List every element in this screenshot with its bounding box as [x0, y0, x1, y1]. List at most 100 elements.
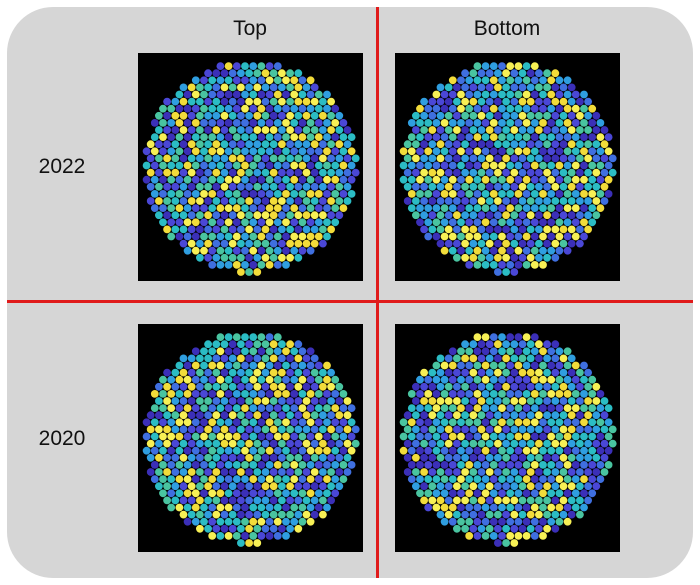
- hex-dot: [535, 368, 543, 377]
- hex-dot: [485, 225, 494, 234]
- hex-dot: [440, 390, 449, 398]
- hex-dot: [526, 439, 535, 448]
- hex-dot: [265, 475, 274, 483]
- hex-dot: [273, 347, 282, 356]
- hex-dot: [473, 104, 482, 113]
- hex-dot: [216, 190, 225, 198]
- hex-dot: [200, 232, 208, 241]
- hex-dot: [604, 190, 613, 198]
- hex-dot: [273, 147, 282, 156]
- hex-dot: [339, 461, 348, 469]
- hex-dot: [465, 175, 474, 184]
- hex-dot: [310, 126, 319, 134]
- hex-dot: [465, 76, 474, 85]
- hex-dot: [232, 175, 241, 184]
- hex-dot: [461, 524, 469, 533]
- hex-dot: [224, 119, 233, 127]
- hex-dot: [407, 204, 416, 213]
- hex-dot: [604, 461, 613, 469]
- hex-dot: [518, 368, 527, 377]
- hex-dot: [261, 425, 270, 434]
- hex-dot: [469, 510, 478, 519]
- hex-dot: [335, 197, 344, 205]
- hex-dot: [399, 418, 408, 427]
- hex-dot: [555, 161, 564, 170]
- hex-dot: [286, 340, 294, 349]
- hex-dot: [576, 211, 584, 220]
- hex-dot: [191, 119, 200, 127]
- hex-dot: [232, 432, 241, 441]
- hex-dot: [518, 397, 527, 405]
- hex-dot: [543, 97, 551, 106]
- hex-dot: [506, 517, 515, 526]
- hex-dot: [547, 218, 556, 227]
- hex-dot: [551, 510, 560, 519]
- hex-dot: [323, 161, 331, 170]
- hex-dot: [179, 225, 188, 234]
- hex-dot: [600, 439, 609, 448]
- hex-dot: [428, 225, 437, 234]
- hex-dot: [485, 211, 494, 220]
- hex-dot: [432, 446, 441, 455]
- hex-dot: [310, 83, 319, 92]
- hex-dot: [469, 69, 478, 78]
- hex-dot: [167, 218, 176, 227]
- hex-dot: [510, 468, 519, 476]
- hex-dot: [319, 453, 327, 462]
- hex-dot: [485, 411, 494, 420]
- hex-dot: [163, 225, 171, 234]
- hex-dot: [465, 218, 474, 227]
- hex-dot: [146, 168, 155, 177]
- hex-dot: [407, 461, 416, 469]
- hex-dot: [506, 390, 515, 398]
- row-header-2022: 2022: [38, 155, 86, 178]
- hex-dot: [485, 140, 494, 149]
- hex-dot: [146, 468, 155, 476]
- hex-dot: [294, 225, 303, 234]
- hex-dot: [327, 482, 335, 491]
- hex-dot: [265, 503, 274, 512]
- hex-dot: [416, 461, 424, 469]
- hex-dot: [216, 390, 225, 398]
- hex-dot: [306, 375, 315, 384]
- hex-dot: [220, 468, 229, 476]
- hex-dot: [253, 397, 262, 405]
- hex-dot: [420, 197, 428, 205]
- hex-dot: [469, 468, 478, 476]
- hex-dot: [253, 211, 262, 220]
- hex-dot: [530, 361, 539, 370]
- hex-dot: [294, 453, 303, 462]
- hex-dot: [530, 76, 539, 85]
- hex-dot: [522, 461, 531, 469]
- hex-dot: [485, 382, 494, 391]
- hex-dot: [477, 83, 486, 92]
- hex-dot: [167, 503, 176, 512]
- hex-dot: [335, 425, 344, 434]
- hex-dot: [253, 168, 262, 177]
- hex-dot: [481, 446, 490, 455]
- hex-dot: [592, 126, 601, 134]
- hex-dot: [481, 104, 490, 113]
- hex-dot: [481, 133, 490, 141]
- hex-dot: [563, 432, 572, 441]
- hex-dot: [314, 90, 323, 99]
- hex-dot: [191, 517, 200, 526]
- hex-dot: [457, 418, 465, 427]
- hex-dot: [522, 104, 531, 113]
- hex-dot: [416, 147, 424, 156]
- hex-dot: [200, 161, 208, 170]
- hex-dot: [232, 204, 241, 213]
- hex-dot: [212, 140, 221, 149]
- hex-dot: [228, 168, 237, 177]
- hex-dot: [282, 361, 290, 370]
- hex-map-2020-bottom: [399, 333, 617, 547]
- hex-dot: [457, 119, 465, 127]
- hex-dot: [183, 104, 192, 113]
- hex-dot: [506, 404, 515, 412]
- hex-dot: [535, 168, 543, 177]
- hex-dot: [212, 496, 221, 505]
- hex-dot: [530, 62, 539, 70]
- hex-dot: [539, 133, 547, 141]
- hex-dot: [424, 418, 433, 427]
- hex-dot: [183, 418, 192, 427]
